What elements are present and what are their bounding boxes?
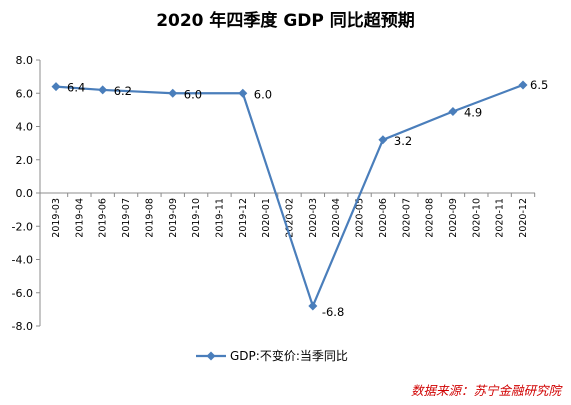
y-tick-label: 8.0 xyxy=(16,54,34,67)
series-line xyxy=(55,83,524,308)
data-label: 6.2 xyxy=(114,84,132,98)
y-tick-label: -6.0 xyxy=(12,287,33,300)
data-label: 6.5 xyxy=(530,78,548,92)
x-tick-label: 2020-02 xyxy=(285,198,296,238)
source-note: 数据来源：苏宁金融研究院 xyxy=(410,383,561,398)
x-tick-label: 2020-03 xyxy=(308,198,319,238)
data-label: -6.8 xyxy=(322,305,344,319)
legend-marker-icon xyxy=(206,351,216,361)
x-tick-label: 2019-03 xyxy=(51,198,62,238)
x-tick-label: 2019-07 xyxy=(121,198,132,238)
data-point-marker xyxy=(378,135,388,145)
y-tick-label: 2.0 xyxy=(16,154,34,167)
x-tick-label: 2020-12 xyxy=(518,198,529,238)
data-label: 6.0 xyxy=(184,87,202,101)
x-tick-label: 2019-10 xyxy=(191,198,202,238)
x-axis-ticks: 2019-03 2019-04 2019-06 2019-07 2019-08 2019-… xyxy=(51,193,536,238)
data-label: 3.2 xyxy=(394,134,412,148)
x-tick-label: 2019-04 xyxy=(74,198,85,238)
y-tick-label: -2.0 xyxy=(12,220,33,233)
x-tick-label: 2020-06 xyxy=(378,198,389,238)
x-tick-label: 2020-01 xyxy=(261,198,272,238)
legend-label: GDP:不变价:当季同比 xyxy=(230,348,348,363)
y-tick-label: -4.0 xyxy=(12,254,33,267)
data-point-marker xyxy=(308,301,318,311)
x-tick-label: 2020-11 xyxy=(495,198,506,238)
y-tick-label: 4.0 xyxy=(16,121,34,134)
x-tick-label: 2020-09 xyxy=(448,198,459,238)
x-tick-label: 2020-10 xyxy=(471,198,482,238)
y-tick-label: -8.0 xyxy=(12,320,33,333)
y-tick-label: 0.0 xyxy=(16,187,34,200)
chart-legend: GDP:不变价:当季同比 xyxy=(196,348,348,363)
data-label: 6.4 xyxy=(67,81,85,95)
data-point-marker xyxy=(51,82,61,92)
x-tick-label: 2019-06 xyxy=(98,198,109,238)
y-tick-label: 6.0 xyxy=(16,87,34,100)
data-point-marker xyxy=(238,88,248,98)
x-tick-label: 2019-08 xyxy=(144,198,155,238)
data-point-marker xyxy=(98,85,108,95)
data-label: 6.0 xyxy=(254,87,272,101)
chart-series xyxy=(51,80,528,311)
x-tick-label: 2019-11 xyxy=(214,198,225,238)
chart-title: 2020 年四季度 GDP 同比超预期 xyxy=(156,11,415,31)
data-label: 4.9 xyxy=(464,106,482,120)
x-tick-label: 2020-04 xyxy=(331,198,342,238)
data-labels: 6.4 6.2 6.0 6.0 -6.8 3.2 4.9 6.5 xyxy=(67,78,548,319)
data-point-marker xyxy=(448,107,458,117)
data-point-marker xyxy=(518,80,528,90)
data-point-marker xyxy=(168,88,178,98)
x-tick-label: 2019-09 xyxy=(168,198,179,238)
x-tick-label: 2020-07 xyxy=(401,198,412,238)
x-tick-label: 2020-08 xyxy=(425,198,436,238)
x-tick-label: 2019-12 xyxy=(238,198,249,238)
x-tick-label: 2020-05 xyxy=(355,198,366,238)
y-axis-ticks: 8.0 6.0 4.0 2.0 0.0 -2.0 -4.0 -6.0 -8.0 xyxy=(12,54,40,333)
